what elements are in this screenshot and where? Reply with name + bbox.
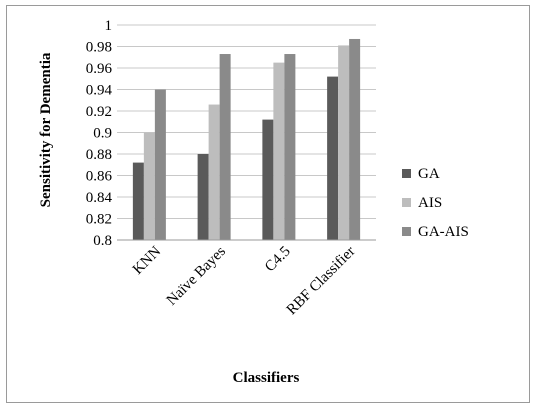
y-tick-label: 0.94 — [86, 83, 113, 99]
x-axis-label: Classifiers — [233, 370, 300, 386]
bar-ga-ais-2 — [284, 54, 296, 241]
legend-label-ga: GA — [418, 166, 440, 182]
y-tick-label: 0.92 — [86, 104, 112, 120]
bar-ais-1 — [208, 104, 220, 240]
bar-ga-ais-0 — [154, 89, 166, 240]
y-tick-label: 0.9 — [93, 126, 112, 142]
x-tick-label: C4.5 — [262, 244, 294, 276]
legend-label-ais: AIS — [418, 195, 442, 211]
legend-swatch-ga-ais — [402, 227, 411, 236]
y-tick-label: 0.88 — [86, 147, 112, 163]
y-tick-label: 0.84 — [86, 190, 113, 206]
y-tick-label: 0.82 — [86, 212, 112, 228]
legend: GA AIS GA-AIS — [402, 166, 469, 240]
y-tick-label: 0.8 — [93, 233, 112, 249]
y-tick-labels: 0.8 0.82 0.84 0.86 0.88 0.9 0.92 0.94 0.96 0.98 1 — [86, 18, 113, 249]
bar-ga-2 — [262, 119, 274, 240]
x-tick-label: Naïve Bayes — [164, 243, 229, 308]
bar-ga-3 — [327, 76, 339, 240]
bar-ais-2 — [273, 62, 285, 240]
legend-label-ga-ais: GA-AIS — [418, 224, 469, 240]
y-tick-label: 1 — [105, 18, 113, 34]
y-axis-label: Sensitivity for Dementia — [38, 52, 54, 207]
bar-ais-3 — [338, 45, 350, 240]
bar-ga-1 — [197, 154, 209, 240]
bar-ais-0 — [143, 132, 155, 240]
y-tick-label: 0.98 — [86, 40, 112, 56]
bar-ga-ais-3 — [349, 38, 361, 240]
x-tick-label: RBF Classifier — [284, 244, 359, 319]
legend-swatch-ais — [402, 198, 411, 207]
bar-ga-0 — [132, 162, 144, 240]
y-tick-label: 0.96 — [86, 61, 113, 77]
legend-swatch-ga — [402, 169, 411, 178]
bars — [132, 38, 361, 241]
bar-ga-ais-1 — [219, 54, 231, 241]
x-tick-label: KNN — [130, 243, 164, 277]
y-tick-label: 0.86 — [86, 169, 113, 185]
